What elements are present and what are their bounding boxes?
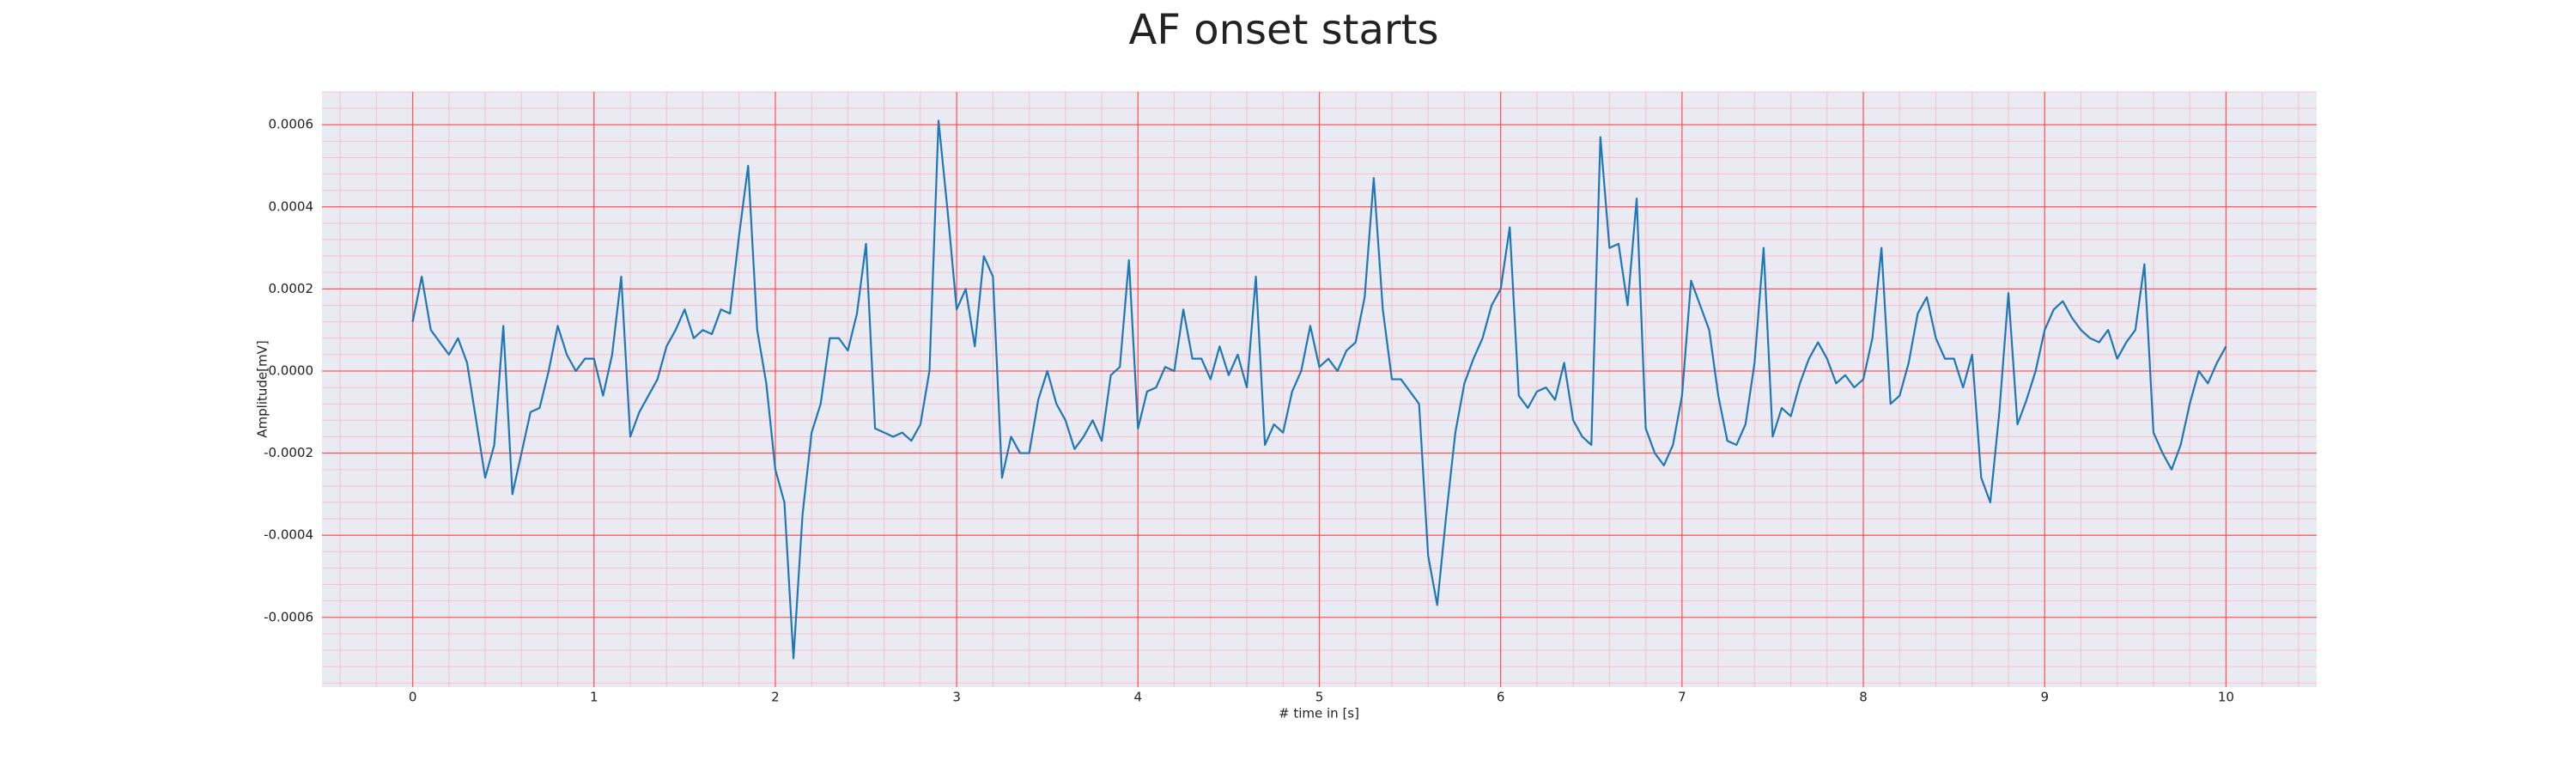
x-tick-label: 3	[952, 690, 961, 705]
x-tick-label: 1	[590, 690, 598, 705]
chart-title: AF onset starts	[1129, 6, 1439, 54]
x-tick-label: 5	[1315, 690, 1324, 705]
x-tick-label: 4	[1134, 690, 1143, 705]
x-tick-label: 6	[1497, 690, 1505, 705]
x-tick-label: 8	[1859, 690, 1868, 705]
y-tick-label: 0.0004	[269, 198, 314, 214]
x-tick-label: 9	[2040, 690, 2049, 705]
y-tick-label: -0.0002	[264, 445, 313, 460]
x-tick-label: 2	[771, 690, 780, 705]
line-series	[411, 119, 2227, 660]
y-axis-label: Amplitude[mV]	[255, 340, 270, 437]
y-tick-label: -0.0006	[264, 609, 313, 624]
x-tick-label: 0	[409, 690, 417, 705]
x-axis-label: # time in [s]	[1279, 706, 1359, 721]
y-tick-label: 0.0006	[269, 117, 314, 132]
x-tick-label: 10	[2218, 690, 2234, 705]
y-tick-label: 0.0002	[269, 281, 314, 296]
y-tick-label: -0.0004	[264, 527, 313, 543]
x-tick-label: 7	[1678, 690, 1686, 705]
y-tick-label: 0.0000	[269, 362, 314, 378]
